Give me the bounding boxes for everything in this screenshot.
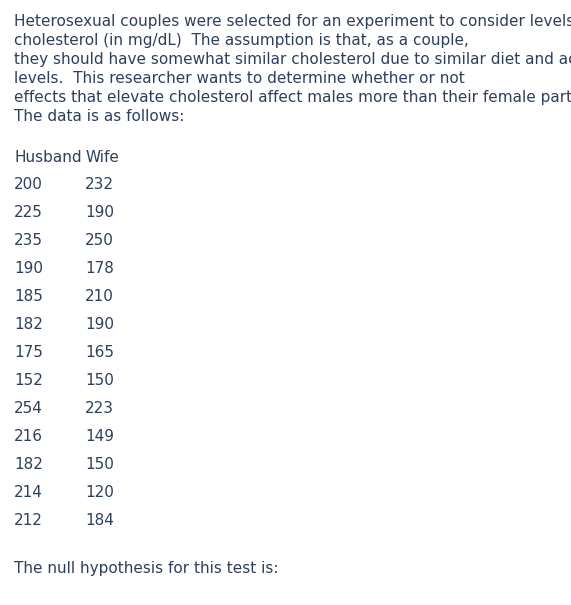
- Text: 216: 216: [14, 429, 43, 444]
- Text: 175: 175: [14, 345, 43, 360]
- Text: Wife: Wife: [85, 150, 119, 165]
- Text: effects that elevate cholesterol affect males more than their female partners.: effects that elevate cholesterol affect …: [14, 90, 571, 105]
- Text: 190: 190: [14, 261, 43, 276]
- Text: 185: 185: [14, 289, 43, 304]
- Text: 120: 120: [85, 485, 114, 500]
- Text: 178: 178: [85, 261, 114, 276]
- Text: 150: 150: [85, 373, 114, 388]
- Text: 152: 152: [14, 373, 43, 388]
- Text: 225: 225: [14, 205, 43, 220]
- Text: 182: 182: [14, 317, 43, 332]
- Text: 212: 212: [14, 513, 43, 528]
- Text: The null hypothesis for this test is:: The null hypothesis for this test is:: [14, 561, 279, 576]
- Text: they should have somewhat similar cholesterol due to similar diet and activity: they should have somewhat similar choles…: [14, 52, 571, 67]
- Text: 235: 235: [14, 233, 43, 248]
- Text: 184: 184: [85, 513, 114, 528]
- Text: 210: 210: [85, 289, 114, 304]
- Text: 149: 149: [85, 429, 114, 444]
- Text: 254: 254: [14, 401, 43, 416]
- Text: cholesterol (in mg/dL)  The assumption is that, as a couple,: cholesterol (in mg/dL) The assumption is…: [14, 33, 469, 48]
- Text: 250: 250: [85, 233, 114, 248]
- Text: levels.  This researcher wants to determine whether or not: levels. This researcher wants to determi…: [14, 71, 465, 86]
- Text: 190: 190: [85, 205, 114, 220]
- Text: 190: 190: [85, 317, 114, 332]
- Text: Husband: Husband: [14, 150, 82, 165]
- Text: 232: 232: [85, 177, 114, 192]
- Text: The data is as follows:: The data is as follows:: [14, 109, 184, 124]
- Text: 223: 223: [85, 401, 114, 416]
- Text: 165: 165: [85, 345, 114, 360]
- Text: 200: 200: [14, 177, 43, 192]
- Text: Heterosexual couples were selected for an experiment to consider levels of: Heterosexual couples were selected for a…: [14, 14, 571, 29]
- Text: 150: 150: [85, 457, 114, 472]
- Text: 182: 182: [14, 457, 43, 472]
- Text: 214: 214: [14, 485, 43, 500]
